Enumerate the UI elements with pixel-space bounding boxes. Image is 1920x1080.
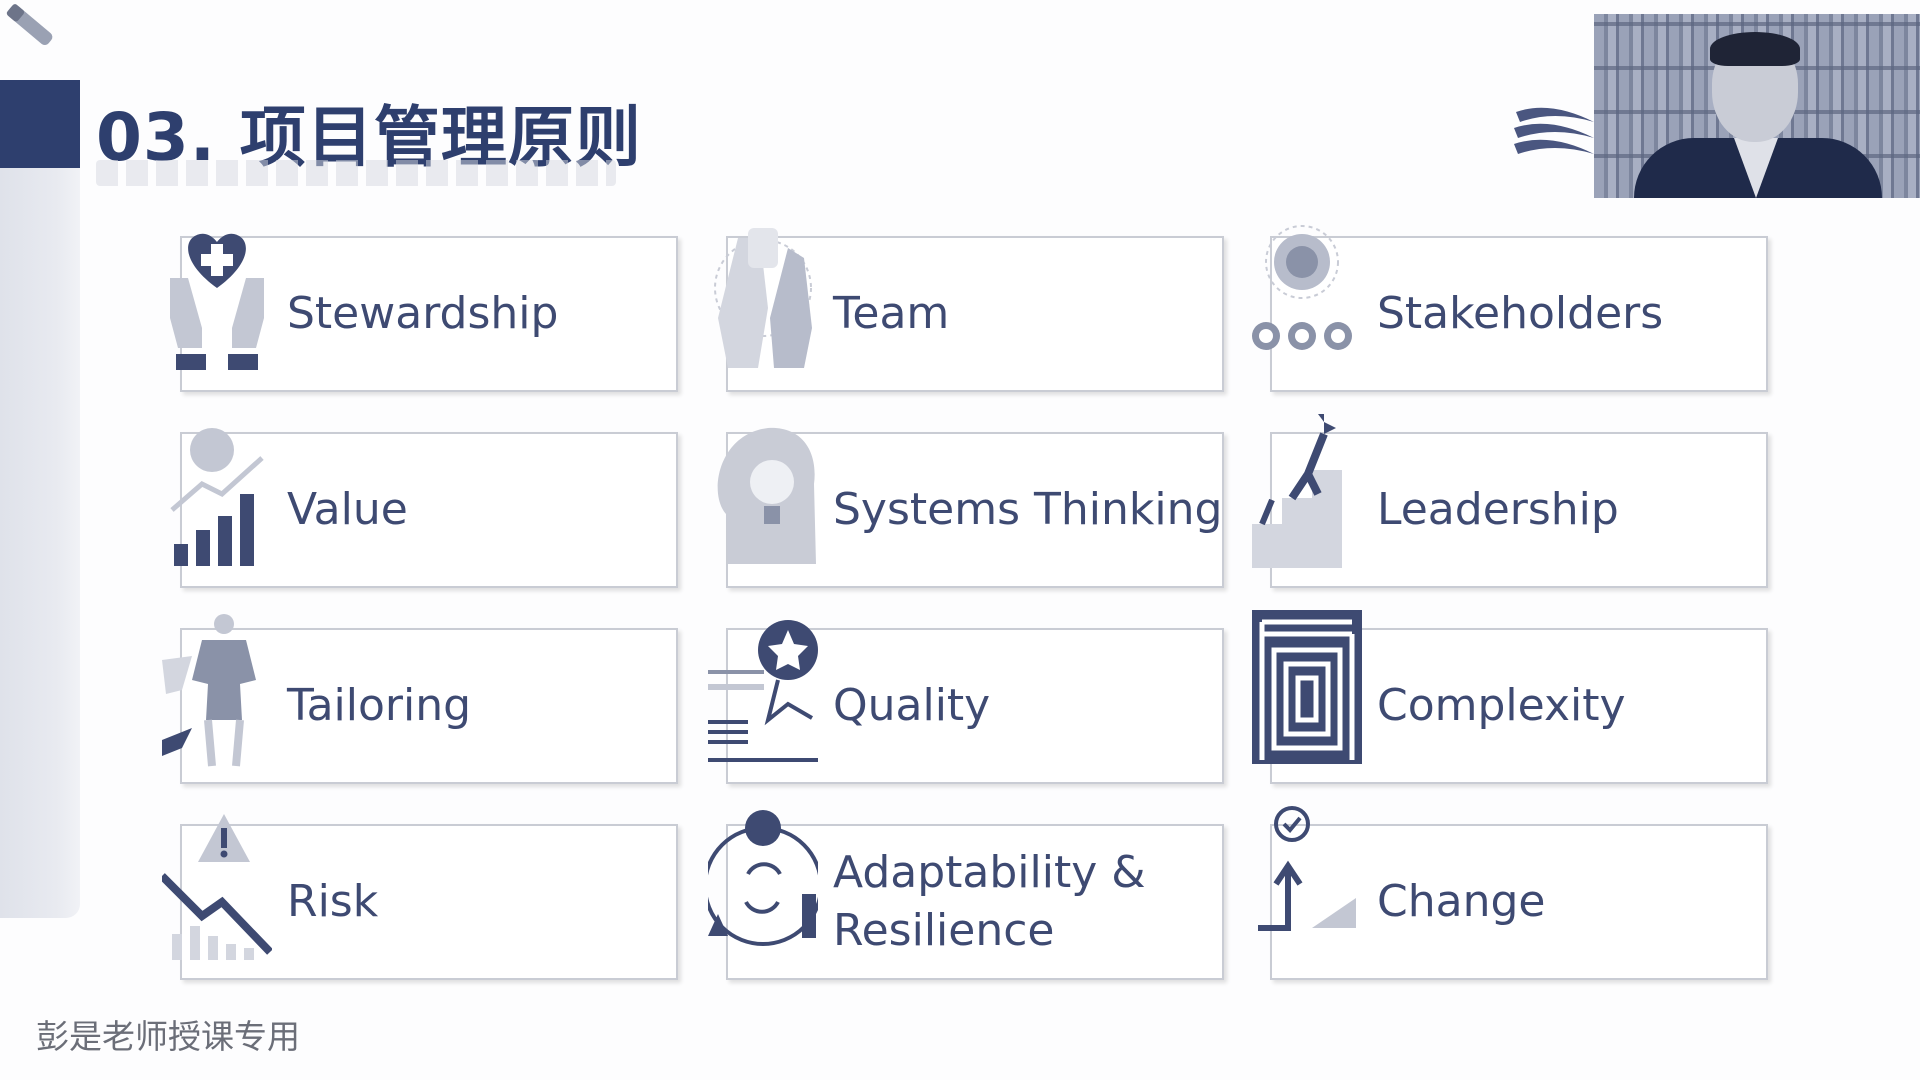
principle-card-tailoring[interactable]: Tailoring [162, 614, 678, 784]
principle-label: Value [287, 484, 408, 535]
principle-label: Adaptability & Resilience [833, 847, 1146, 956]
principle-label: Tailoring [287, 680, 472, 731]
footer-watermark-text: 彭是老师授课专用 [36, 1017, 300, 1056]
team-hands-icon [714, 228, 812, 368]
principle-card-stewardship[interactable]: Stewardship [170, 233, 678, 392]
principle-label: Leadership [1377, 484, 1619, 535]
title-accent-block [0, 80, 80, 168]
principle-card-team[interactable]: Team [714, 228, 1224, 392]
head-lightbulb-icon [717, 427, 816, 564]
principle-label: Complexity [1377, 680, 1626, 731]
principle-card-adaptability[interactable]: Adaptability & Resilience [708, 810, 1224, 980]
stakeholders-icon [1252, 225, 1352, 350]
principle-card-quality[interactable]: Quality [708, 620, 1224, 784]
principle-card-systems-thinking[interactable]: Systems Thinking [717, 427, 1224, 588]
principle-label: Stewardship [287, 288, 559, 339]
principle-label: Team [833, 288, 950, 339]
left-decorative-strip [0, 168, 80, 918]
leader-steps-icon [1252, 414, 1342, 568]
principle-label: Change [1377, 876, 1546, 927]
adaptability-cycle-icon [708, 810, 818, 946]
change-arrow-icon [1258, 806, 1356, 931]
principle-card-complexity[interactable]: Complexity [1252, 610, 1768, 784]
principle-card-risk[interactable]: Risk [162, 814, 678, 980]
principle-card-leadership[interactable]: Leadership [1252, 414, 1768, 588]
principle-card-stakeholders[interactable]: Stakeholders [1252, 225, 1768, 392]
tailoring-mannequin-icon [162, 614, 256, 767]
quality-star-icon [708, 620, 818, 762]
pen-icon[interactable] [0, 0, 60, 60]
principle-card-value[interactable]: Value [170, 428, 678, 588]
heart-hands-icon [170, 233, 264, 370]
webcam-video [1594, 14, 1920, 198]
brand-logo-icon [1514, 107, 1594, 154]
title-reflection [96, 160, 616, 186]
risk-warning-icon [162, 814, 272, 960]
principle-label: Quality [833, 680, 991, 731]
principle-label: Systems Thinking [833, 484, 1223, 535]
principle-label: Risk [287, 876, 379, 927]
principle-card-change[interactable]: Change [1258, 806, 1768, 980]
value-bar-chart-icon [170, 428, 264, 566]
principle-label: Stakeholders [1377, 288, 1664, 339]
maze-icon [1252, 610, 1362, 764]
